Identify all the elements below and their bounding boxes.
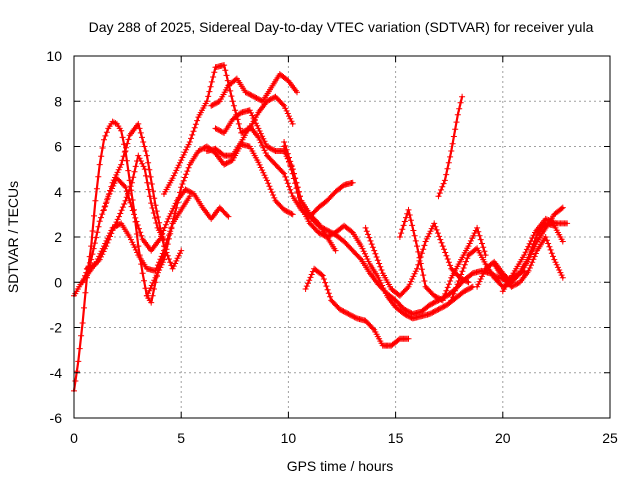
data-series: [71, 62, 571, 394]
y-tick-label: 8: [54, 93, 62, 109]
x-tick-label: 15: [388, 430, 404, 446]
series-arc-5: [101, 120, 185, 272]
y-tick-label: -6: [50, 410, 63, 426]
plus-markers: [435, 93, 466, 200]
series-arc-16: [435, 93, 466, 200]
x-tick-label: 5: [177, 430, 185, 446]
series-arc-1: [71, 118, 167, 394]
series-arc-14: [362, 220, 472, 299]
plus-markers: [499, 215, 571, 295]
x-tick-label: 10: [281, 430, 297, 446]
y-tick-label: -4: [50, 365, 63, 381]
plus-markers: [101, 120, 185, 272]
series-arc-12: [281, 143, 476, 322]
series-line: [283, 145, 474, 320]
y-tick-label: -2: [50, 320, 63, 336]
chart-title: Day 288 of 2025, Sidereal Day-to-day VTE…: [89, 19, 594, 35]
y-tick-label: 6: [54, 139, 62, 155]
y-tick-label: 4: [54, 184, 62, 200]
x-tick-label: 25: [602, 430, 618, 446]
plus-markers: [302, 265, 412, 349]
series-line: [102, 122, 183, 270]
y-tick-label: 10: [46, 48, 62, 64]
series-arc-10: [203, 123, 356, 220]
plus-markers: [208, 71, 300, 109]
series-arc-15: [396, 206, 489, 304]
series-line: [72, 120, 166, 392]
y-tick-labels: -6 -4 -2 0 2 4 6 8 10: [46, 48, 62, 426]
y-tick-label: 0: [54, 274, 62, 290]
plus-markers: [71, 118, 167, 394]
x-tick-label: 0: [70, 430, 78, 446]
plus-markers: [79, 175, 232, 286]
plus-markers: [396, 206, 489, 304]
axis-ticks: [73, 55, 611, 419]
y-tick-label: 2: [54, 229, 62, 245]
plus-markers: [362, 220, 472, 299]
series-arc-20: [499, 215, 571, 295]
x-axis-label: GPS time / hours: [287, 458, 394, 474]
x-tick-labels: 0 5 10 15 20 25: [70, 430, 618, 446]
y-axis-label: SDTVAR / TECUs: [5, 181, 21, 293]
series-arc-13: [302, 265, 412, 349]
x-tick-label: 20: [495, 430, 511, 446]
series-line: [81, 177, 230, 284]
series-arc-8: [208, 71, 300, 109]
